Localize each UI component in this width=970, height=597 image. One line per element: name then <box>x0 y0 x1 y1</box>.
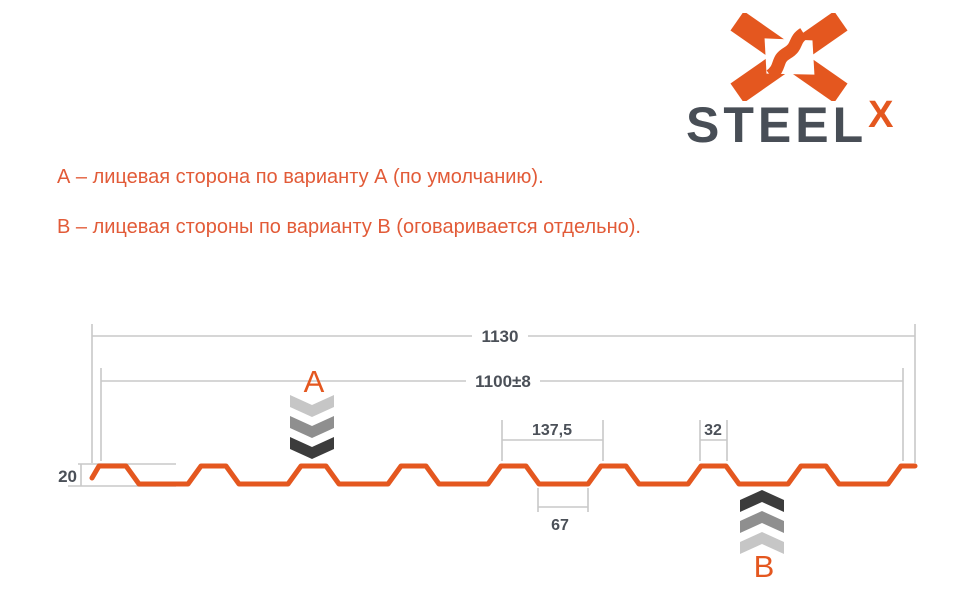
logo-s-curve <box>766 28 808 81</box>
dimension-bottom-flat-width: 67 <box>537 488 589 534</box>
chevron-up-icon <box>740 532 784 554</box>
working-width-value: 1100±8 <box>475 372 531 391</box>
profile-height-value: 20 <box>58 467 77 486</box>
profile-outline <box>89 463 918 487</box>
steelx-logo-icon <box>730 13 848 101</box>
dimension-rib-pitch: 137,5 <box>501 420 604 461</box>
dimension-rib-top-width: 32 <box>699 420 728 461</box>
rib-pitch-value: 137,5 <box>532 422 572 439</box>
marker-a: A <box>290 364 334 459</box>
rib-top-width-value: 32 <box>704 422 722 439</box>
dimension-total-width: 1130 <box>91 324 916 463</box>
chevron-down-icon <box>290 395 334 417</box>
note-variant-a: А – лицевая сторона по варианту А (по ум… <box>57 166 544 188</box>
brand-wordmark: STEELX <box>686 96 894 153</box>
dimension-working-width: 1100±8 <box>100 368 904 461</box>
marker-b: B <box>740 490 784 584</box>
total-width-value: 1130 <box>482 327 519 346</box>
brand-superscript-x: X <box>868 94 894 136</box>
marker-a-letter: A <box>304 364 325 399</box>
bottom-flat-width-value: 67 <box>551 517 569 534</box>
brand-name: STEEL <box>686 97 868 153</box>
chevron-up-icon <box>740 511 784 533</box>
note-variant-b: В – лицевая стороны по варианту В (огова… <box>57 216 641 238</box>
chevron-up-icon <box>740 490 784 512</box>
chevron-down-icon <box>290 437 334 459</box>
chevron-down-icon <box>290 416 334 438</box>
marker-b-letter: B <box>754 549 775 584</box>
